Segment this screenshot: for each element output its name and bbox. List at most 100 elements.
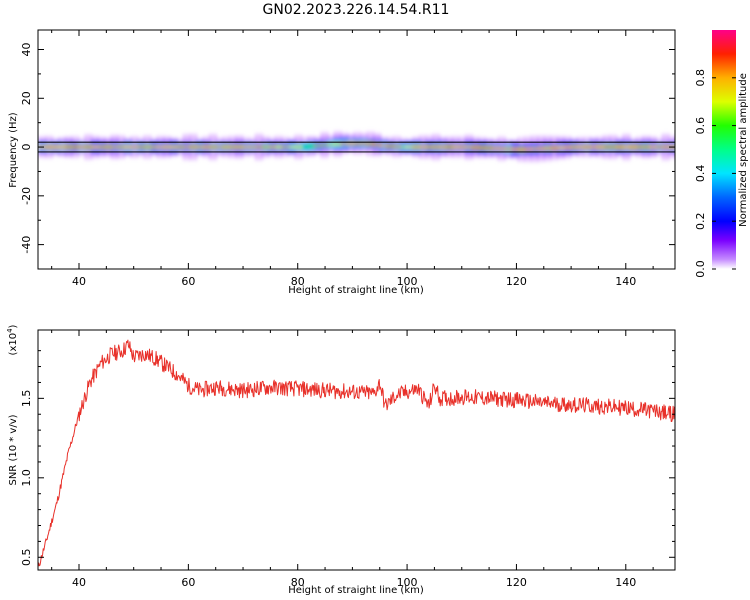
colorbar-tick-label: 0.4 [694,165,707,183]
ridge-cell [44,146,54,149]
ridge-cell [536,147,546,150]
ridge-cell [490,147,500,150]
ridge-cell [431,146,441,149]
ridge-cell [530,148,539,150]
ridge-cell [661,146,671,149]
ridge-cell [247,146,257,148]
ridge-cell [543,147,553,150]
ridge-cell [182,146,192,148]
ridge-cell [602,146,612,149]
snr-x-tick-label: 140 [615,576,636,589]
ridge-cell [339,142,349,145]
ridge-cell [287,146,297,149]
spectrogram-y-axis-label: Frequency (Hz) [8,112,19,188]
ridge-cell [83,146,93,148]
snr-x-tick-label: 80 [291,576,305,589]
snr-x-axis-label: Height of straight line (km) [288,585,424,596]
ridge-cell [425,146,434,148]
colorbar-tick-label: 0.2 [694,212,707,230]
ridge-cell [136,146,146,148]
snr-frame [37,329,676,571]
ridge-cell [595,146,605,148]
ridge-cell [241,146,251,148]
ridge-cell [169,146,179,148]
ridge-cell [471,146,480,149]
spectrogram-y-tick-label: 0 [20,144,33,151]
ridge-cell [116,146,126,148]
spectrogram-x-tick-label: 140 [615,275,636,288]
ridge-cell [589,145,599,149]
spectrogram-y-tick-label: 40 [20,43,33,57]
ridge-cell [628,146,638,148]
ridge-cell [234,146,244,148]
ridge-cell [123,146,133,148]
spectrogram-x-axis-label: Height of straight line (km) [288,285,424,296]
ridge-cell [674,138,675,156]
spectrogram-y-tick-label: -20 [20,187,33,205]
ridge-cell [556,146,566,149]
ridge-cell [300,145,310,149]
colorbar-gradient [712,30,736,269]
spectrogram-x-tick-label: 40 [72,275,86,288]
ridge-layer-6 [38,142,675,151]
ridge-cell [326,143,336,146]
snr-y-scale-factor: (x104) [6,324,19,355]
ridge-cell [103,146,113,148]
ridge-cell [320,144,329,146]
ridge-cell [346,142,356,145]
ridge-cell [549,147,559,150]
ridge-cell [477,146,487,149]
spectrogram-ticks: 40 60 80 100 120 140 -40 -20 0 20 40 [20,30,675,288]
ridge-cell [484,147,494,150]
spectrogram-frame [37,29,676,270]
ridge-cell [516,148,526,151]
ridge-cell [188,146,198,148]
ridge-cell [615,146,625,148]
ridge-cell [582,146,592,149]
snr-x-tick-label: 40 [72,576,86,589]
ridge-cell [379,145,389,147]
ridge-cell [57,146,67,148]
ridge-cell [654,146,664,148]
ridge-cell [641,146,651,148]
spectrogram-x-tick-label: 80 [291,275,305,288]
ridge-cell [261,146,270,148]
ridge-cell [70,146,80,149]
ridge-cell [451,146,461,148]
ridge-cell [457,146,467,148]
spectrogram-x-tick-label: 120 [506,275,527,288]
ridge-cell [510,148,520,151]
ridge-cell [202,146,211,148]
ridge-cell [392,146,402,148]
ridge-cell [569,146,579,149]
ridge-cell [562,146,572,149]
snr-ticks: 40 60 80 100 120 140 0.5 1.0 1.5 [20,330,675,589]
ridge-cell [293,146,303,149]
ridge-cell [503,148,513,150]
ridge-cell [366,143,375,145]
snr-y-tick-label: 0.5 [20,549,33,567]
ridge-cell [385,145,395,148]
colorbar-tick-label: 0.6 [694,117,707,135]
ridge-cell [274,145,284,149]
snr-y-tick-label: 1.5 [20,390,33,408]
ridge-cell [97,146,106,148]
ridge-cell [156,146,165,148]
ridge-cell [648,146,658,148]
ridge-cell [523,148,533,151]
ridge-cell [352,142,362,145]
ridge-cell [438,146,448,148]
ridge-cell [51,146,60,148]
ridge-cell [195,146,205,148]
colorbar-label: Normalized spectral amplitude [738,73,749,227]
ridge-cell [90,146,100,148]
colorbar-tick-label: 0.0 [694,260,707,278]
spectral-ridge [38,131,675,162]
ridge-cell [307,144,316,148]
chart-title: GN02.2023.226.14.54.R11 [263,2,450,18]
ridge-cell [129,146,139,148]
ridge-cell [608,146,618,148]
colorbar-ticks: 0.0 0.2 0.4 0.6 0.8 [694,69,736,278]
ridge-cell [267,146,277,148]
